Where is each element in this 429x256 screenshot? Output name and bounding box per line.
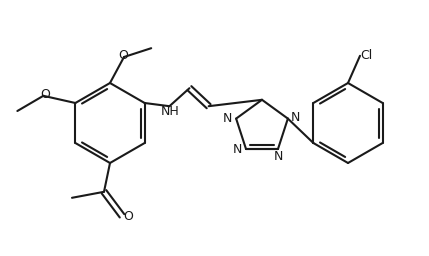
Text: N: N <box>273 150 283 163</box>
Text: O: O <box>40 88 50 101</box>
Text: N: N <box>233 143 242 156</box>
Text: N: N <box>291 111 301 124</box>
Text: NH: NH <box>160 105 179 118</box>
Text: O: O <box>118 49 128 62</box>
Text: Cl: Cl <box>360 49 373 62</box>
Text: O: O <box>123 210 133 223</box>
Text: N: N <box>223 112 233 125</box>
